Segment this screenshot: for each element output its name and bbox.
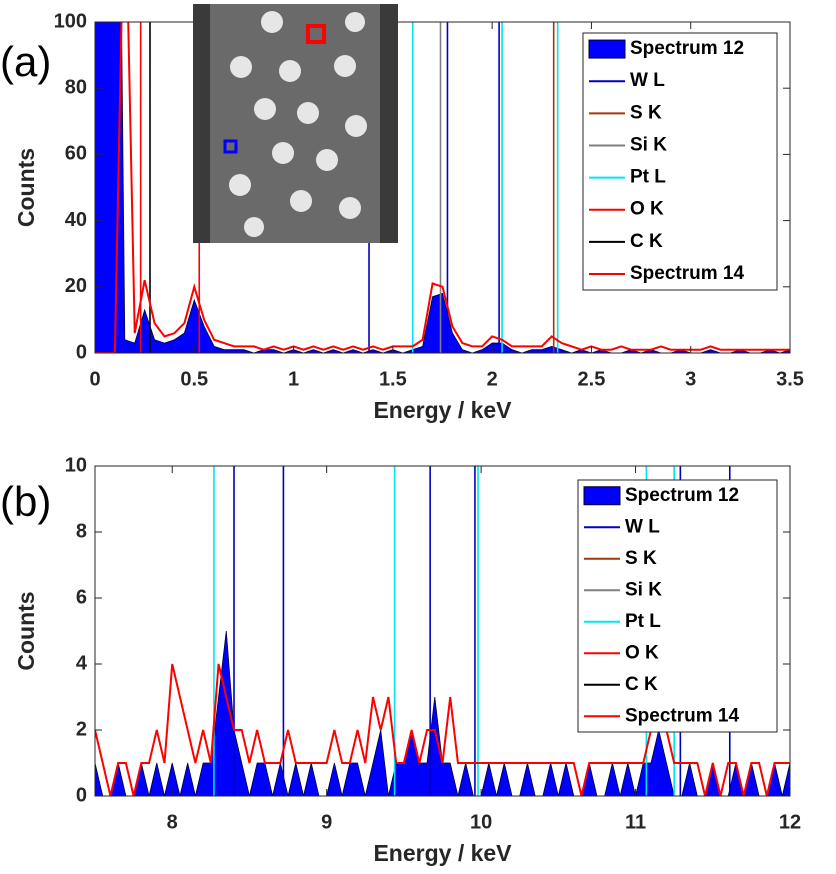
legend-box xyxy=(577,479,778,733)
y-tick-label: 0 xyxy=(76,341,87,363)
x-tick-label: 2.5 xyxy=(578,368,606,390)
y-tick-label: 10 xyxy=(65,454,87,476)
x-axis-label: Energy / keV xyxy=(373,840,512,866)
y-tick-label: 100 xyxy=(54,10,87,32)
y-tick-label: 40 xyxy=(65,209,87,231)
x-tick-label: 2 xyxy=(487,368,498,390)
y-tick-label: 60 xyxy=(65,143,87,165)
axes-box xyxy=(94,465,791,797)
x-tick-label: 8 xyxy=(167,811,178,833)
legend-label: O K xyxy=(625,642,659,663)
legend-label: C K xyxy=(625,674,658,695)
y-tick-label: 0 xyxy=(76,784,87,806)
panel-b: 8 9 10 11 12 0 2 4 6 8 10 Energy / keV Counts (b) Spec… xyxy=(0,454,801,866)
y-tick-label: 80 xyxy=(65,76,87,98)
x-tick-label: 3.5 xyxy=(776,368,804,390)
y-tick-label: 20 xyxy=(65,275,87,297)
legend-label: O K xyxy=(630,199,664,220)
legend-box xyxy=(582,32,778,291)
legend-label: Spectrum 12 xyxy=(625,485,739,506)
y-tick-label: 2 xyxy=(76,718,87,740)
spectrum-line xyxy=(95,663,790,796)
legend-label: C K xyxy=(630,231,663,252)
y-axis-label: Counts xyxy=(13,148,39,227)
y-axis-label: Counts xyxy=(13,591,39,670)
x-tick-label: 10 xyxy=(470,811,492,833)
spectrum-edge xyxy=(121,22,790,353)
legend-label: Spectrum 12 xyxy=(630,38,744,59)
x-tick-label: 1 xyxy=(288,368,299,390)
legend: Spectrum 12 W L S K Si K Pt L O K C K Spectrum … xyxy=(577,479,778,733)
legend-label: Si K xyxy=(625,579,662,600)
y-tick-label: 6 xyxy=(76,586,87,608)
legend: Spectrum 12 W L S K Si K Pt L O K C K Spectrum … xyxy=(582,32,778,291)
x-tick-label: 1.5 xyxy=(379,368,407,390)
inset-image xyxy=(193,4,398,243)
legend-label: Si K xyxy=(630,134,667,155)
legend-label: Pt L xyxy=(625,611,661,632)
x-axis-label: Energy / keV xyxy=(373,397,512,423)
legend-label: S K xyxy=(630,102,662,123)
spectrum-line xyxy=(95,22,790,353)
legend-label: W L xyxy=(625,516,660,537)
x-tick-label: 0 xyxy=(89,368,100,390)
panel-label: (b) xyxy=(0,478,51,525)
legend-swatch xyxy=(588,39,626,59)
legend-label: W L xyxy=(630,70,665,91)
panel-label: (a) xyxy=(0,38,51,85)
axes-box xyxy=(94,21,791,354)
legend-label: Spectrum 14 xyxy=(630,263,744,284)
x-tick-label: 9 xyxy=(321,811,332,833)
legend-label: Spectrum 14 xyxy=(625,705,739,726)
x-tick-label: 12 xyxy=(779,811,801,833)
panel-a: 0 0.5 1 1.5 2 2.5 3 3.5 0 20 40 60 80 100 Energy / keV… xyxy=(0,10,804,423)
x-tick-label: 0.5 xyxy=(180,368,208,390)
legend-swatch xyxy=(583,486,621,506)
legend-label: Pt L xyxy=(630,167,666,188)
x-tick-label: 3 xyxy=(685,368,696,390)
x-tick-label: 11 xyxy=(625,811,646,833)
y-tick-label: 8 xyxy=(76,520,87,542)
y-tick-label: 4 xyxy=(76,652,88,674)
legend-label: S K xyxy=(625,548,657,569)
